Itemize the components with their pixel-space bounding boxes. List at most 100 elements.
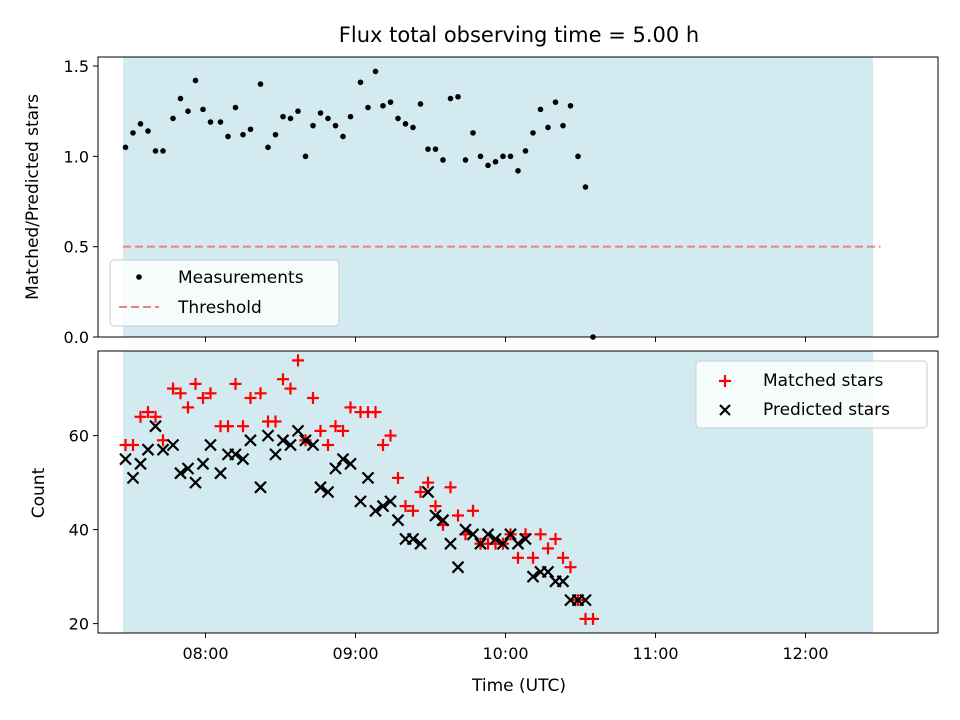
matched-point-57 [557, 551, 569, 564]
predicted-point-50 [504, 528, 517, 541]
measurement-point-8 [185, 108, 191, 114]
predicted-point-23 [299, 434, 312, 447]
predicted-point-17 [254, 481, 267, 494]
measurement-point-19 [272, 131, 279, 138]
predicted-point-2 [134, 457, 147, 471]
measurement-point-52 [522, 148, 529, 154]
measurement-point-34 [387, 99, 394, 105]
measurement-point-16 [247, 126, 254, 133]
matched-point-14 [229, 377, 242, 390]
measurement-point-37 [410, 124, 416, 131]
measurement-point-54 [537, 106, 544, 113]
bottom-ytick-label-0: 20 [69, 615, 89, 634]
bottom-xtick-label-4: 12:00 [782, 644, 828, 663]
bottom-y-axis-label: Count [29, 467, 49, 518]
top-panel-frame [97, 56, 939, 338]
measurement-point-55 [545, 124, 551, 131]
matched-point-56 [549, 533, 562, 545]
measurement-point-57 [560, 122, 566, 129]
matched-point-6 [167, 382, 179, 395]
matched-point-2 [134, 410, 147, 423]
bottom-panel: 20 40 60 08:00 09:00 10:00 11:00 12:00 Count T… [29, 350, 939, 696]
matched-point-22 [292, 354, 304, 367]
top-ytick-label-1: 0.5 [64, 238, 89, 257]
measurement-point-14 [232, 104, 239, 111]
predicted-point-29 [344, 457, 357, 471]
bottom-panel-frame [97, 350, 939, 634]
predicted-point-43 [451, 560, 465, 574]
measurement-point-48 [492, 158, 499, 165]
predicted-point-31 [361, 471, 375, 485]
x-axis-label: Time (UTC) [471, 676, 566, 696]
measurement-point-4 [152, 148, 159, 154]
matched-point-61 [587, 612, 599, 625]
predicted-point-45 [466, 528, 480, 541]
measurement-point-51 [515, 168, 521, 174]
predicted-point-39 [421, 485, 435, 499]
matched-point-36 [399, 500, 412, 513]
measurement-point-3 [145, 128, 151, 134]
measurement-point-28 [340, 133, 346, 140]
legend-predicted-label: Predicted stars [763, 400, 890, 420]
measurement-point-23 [302, 153, 309, 160]
measurement-point-53 [530, 130, 536, 136]
measurement-point-39 [425, 146, 431, 152]
matched-point-35 [392, 471, 404, 484]
top-y-ticks: 0.0 0.5 1.0 1.5 [64, 57, 98, 347]
measurement-point-18 [265, 144, 271, 151]
matched-point-4 [149, 410, 162, 423]
matched-point-25 [314, 424, 327, 437]
matched-point-20 [277, 373, 289, 386]
matched-point-32 [369, 406, 382, 419]
matched-point-13 [222, 420, 234, 433]
matched-point-40 [429, 500, 442, 513]
predicted-point-28 [336, 452, 350, 466]
matched-point-19 [269, 415, 282, 428]
predicted-point-9 [189, 476, 202, 489]
predicted-point-20 [276, 434, 290, 447]
chart-title: Flux total observing time = 5.00 h [339, 23, 699, 47]
legend-matched-label: Matched stars [763, 371, 883, 391]
predicted-point-57 [556, 575, 570, 588]
matched-point-29 [344, 401, 357, 414]
top-panel: 0.0 0.5 1.0 1.5 Matched/Predicted stars Mea… [23, 56, 939, 347]
predicted-point-5 [156, 443, 170, 456]
legend-measurements-marker [136, 274, 142, 280]
measurement-point-27 [332, 122, 339, 129]
predicted-point-0 [119, 452, 132, 466]
matched-point-55 [542, 542, 554, 555]
measurement-point-45 [470, 130, 476, 136]
predicted-point-10 [196, 457, 210, 471]
measurement-point-44 [462, 157, 469, 163]
matched-point-27 [329, 420, 342, 433]
predicted-point-40 [429, 509, 442, 522]
top-y-axis-label: Matched/Predicted stars [23, 94, 43, 300]
measurement-point-43 [455, 93, 461, 100]
measurement-point-38 [417, 101, 424, 107]
measurement-point-58 [567, 102, 574, 109]
measurement-point-31 [365, 104, 371, 111]
measurement-point-60 [582, 184, 589, 190]
measurement-point-26 [325, 115, 331, 122]
matched-point-9 [189, 377, 202, 390]
predicted-point-11 [204, 438, 217, 452]
measurement-point-1 [130, 130, 136, 136]
matched-point-3 [142, 406, 154, 419]
predicted-point-30 [354, 495, 367, 508]
matched-point-53 [527, 551, 539, 564]
matched-point-38 [414, 486, 427, 498]
predicted-point-52 [519, 532, 532, 546]
predicted-point-22 [291, 424, 305, 438]
predicted-stars-points [119, 419, 592, 607]
predicted-point-27 [329, 462, 342, 475]
predicted-point-38 [414, 537, 427, 550]
predicted-point-35 [391, 513, 405, 527]
predicted-point-6 [166, 438, 180, 452]
matched-point-43 [452, 509, 464, 522]
measurement-point-12 [217, 119, 224, 125]
bottom-legend-box [695, 360, 928, 429]
measurement-point-41 [440, 157, 446, 163]
predicted-point-49 [496, 537, 510, 550]
top-x-ticks [205, 337, 806, 342]
top-legend-box [109, 259, 340, 327]
